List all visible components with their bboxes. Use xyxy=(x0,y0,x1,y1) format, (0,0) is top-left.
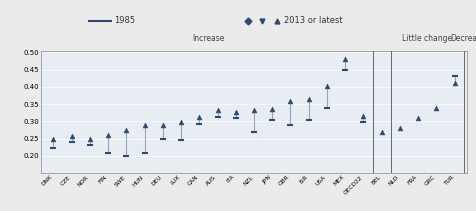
Text: 1985: 1985 xyxy=(114,16,135,25)
Text: Decrease: Decrease xyxy=(449,34,476,43)
Text: Little change: Little change xyxy=(401,34,451,43)
Text: Increase: Increase xyxy=(192,34,224,43)
Text: 2013 or latest: 2013 or latest xyxy=(283,16,342,25)
